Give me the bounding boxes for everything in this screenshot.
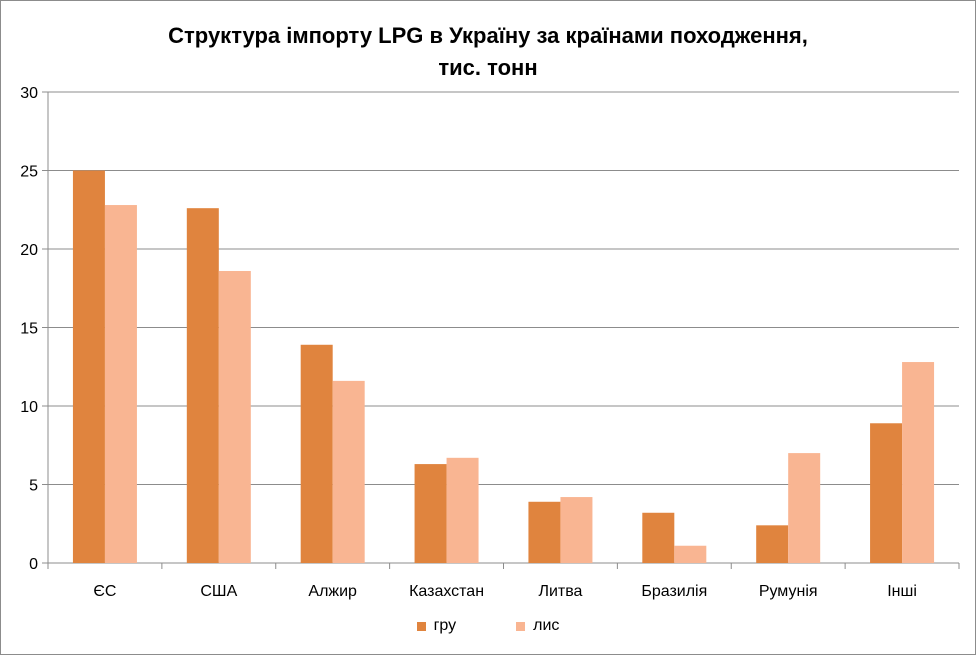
bar-series1 bbox=[72, 170, 105, 563]
bar-series1 bbox=[756, 525, 789, 563]
x-tick-label: ЄС bbox=[93, 583, 116, 600]
x-tick-label: Казахстан bbox=[409, 583, 484, 600]
y-tick-label: 25 bbox=[20, 164, 38, 181]
bar-series1 bbox=[870, 423, 903, 563]
bar-series2 bbox=[902, 362, 935, 563]
bar-series1 bbox=[414, 464, 447, 563]
legend-item: гру bbox=[416, 617, 457, 635]
bar-series1 bbox=[300, 344, 333, 563]
chart-legend: гру лис bbox=[0, 617, 976, 635]
y-tick-label: 15 bbox=[20, 321, 38, 338]
x-tick-label: Алжир bbox=[308, 583, 357, 600]
y-tick-label: 30 bbox=[20, 85, 38, 102]
y-tick-label: 5 bbox=[29, 478, 38, 495]
bar-series2 bbox=[218, 270, 251, 563]
bar-series2 bbox=[446, 457, 479, 563]
legend-swatch bbox=[516, 621, 526, 631]
x-tick-label: Румунія bbox=[759, 583, 818, 600]
legend-swatch bbox=[416, 621, 426, 631]
bar-series2 bbox=[332, 380, 365, 563]
chart-title: Структура імпорту LPG в Україну за країн… bbox=[0, 20, 976, 84]
bar-series1 bbox=[642, 512, 675, 563]
y-tick-label: 10 bbox=[20, 399, 38, 416]
legend-label: гру bbox=[433, 617, 457, 634]
bar-series2 bbox=[560, 497, 593, 563]
y-tick-label: 20 bbox=[20, 242, 38, 259]
legend-item: лис bbox=[516, 617, 559, 635]
y-tick-label: 0 bbox=[29, 556, 38, 573]
x-tick-label: США bbox=[200, 583, 237, 600]
x-tick-label: Інші bbox=[887, 583, 917, 600]
bar-series1 bbox=[528, 501, 561, 563]
legend-label: лис bbox=[533, 617, 560, 634]
bar-series2 bbox=[674, 545, 707, 563]
bar-series2 bbox=[104, 205, 137, 564]
bar-series1 bbox=[186, 208, 219, 563]
x-tick-label: Литва bbox=[538, 583, 582, 600]
chart-title-line1: Структура імпорту LPG в Україну за країн… bbox=[168, 23, 808, 48]
bar-series2 bbox=[788, 453, 821, 563]
chart-title-line2: тис. тонн bbox=[438, 55, 538, 80]
x-tick-label: Бразилія bbox=[641, 583, 707, 600]
